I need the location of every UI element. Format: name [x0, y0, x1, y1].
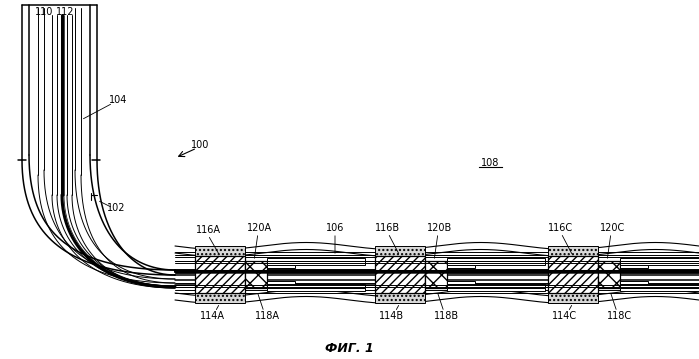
Bar	[620, 281, 648, 284]
Text: 120A: 120A	[247, 223, 273, 233]
Text: 112: 112	[56, 7, 74, 17]
Bar	[620, 288, 699, 291]
Text: 108: 108	[481, 158, 499, 168]
Bar	[447, 281, 475, 284]
Text: 116C: 116C	[549, 223, 574, 233]
Bar	[447, 261, 545, 265]
Bar	[267, 261, 365, 265]
Text: 118B: 118B	[435, 311, 459, 321]
Text: 114B: 114B	[380, 311, 405, 321]
Text: 118A: 118A	[254, 311, 280, 321]
Bar	[267, 284, 365, 288]
Text: ФИГ. 1: ФИГ. 1	[325, 341, 374, 354]
Bar	[425, 261, 447, 288]
Text: 104: 104	[109, 95, 127, 105]
Bar	[375, 293, 425, 303]
Bar	[548, 256, 598, 293]
Text: 116A: 116A	[196, 225, 220, 235]
Bar	[375, 246, 425, 256]
Text: 106: 106	[326, 223, 344, 233]
Text: 100: 100	[191, 140, 209, 150]
Text: 116B: 116B	[375, 223, 401, 233]
Bar	[548, 293, 598, 303]
Bar	[598, 261, 620, 288]
Bar	[447, 284, 545, 288]
Bar	[195, 256, 245, 293]
Bar	[447, 265, 475, 268]
Bar	[620, 284, 699, 288]
Bar	[245, 261, 267, 288]
Bar	[548, 246, 598, 256]
Bar	[447, 288, 545, 291]
Bar	[375, 256, 425, 293]
Bar	[620, 265, 648, 268]
Text: 114C: 114C	[552, 311, 577, 321]
Bar	[267, 281, 295, 284]
Text: 114A: 114A	[199, 311, 224, 321]
Bar	[267, 265, 295, 268]
Bar	[195, 293, 245, 303]
Bar	[620, 258, 699, 261]
Bar	[267, 288, 365, 291]
Bar	[267, 258, 365, 261]
Bar	[195, 246, 245, 256]
Text: 120C: 120C	[600, 223, 626, 233]
Text: 120B: 120B	[427, 223, 453, 233]
Text: 110: 110	[35, 7, 53, 17]
Bar	[620, 261, 699, 265]
Text: 118C: 118C	[607, 311, 633, 321]
Text: 102: 102	[107, 203, 125, 213]
Bar	[447, 258, 545, 261]
